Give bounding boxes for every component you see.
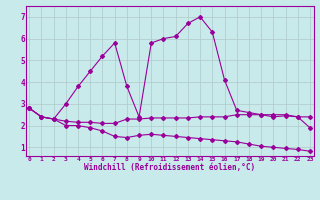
X-axis label: Windchill (Refroidissement éolien,°C): Windchill (Refroidissement éolien,°C) <box>84 163 255 172</box>
